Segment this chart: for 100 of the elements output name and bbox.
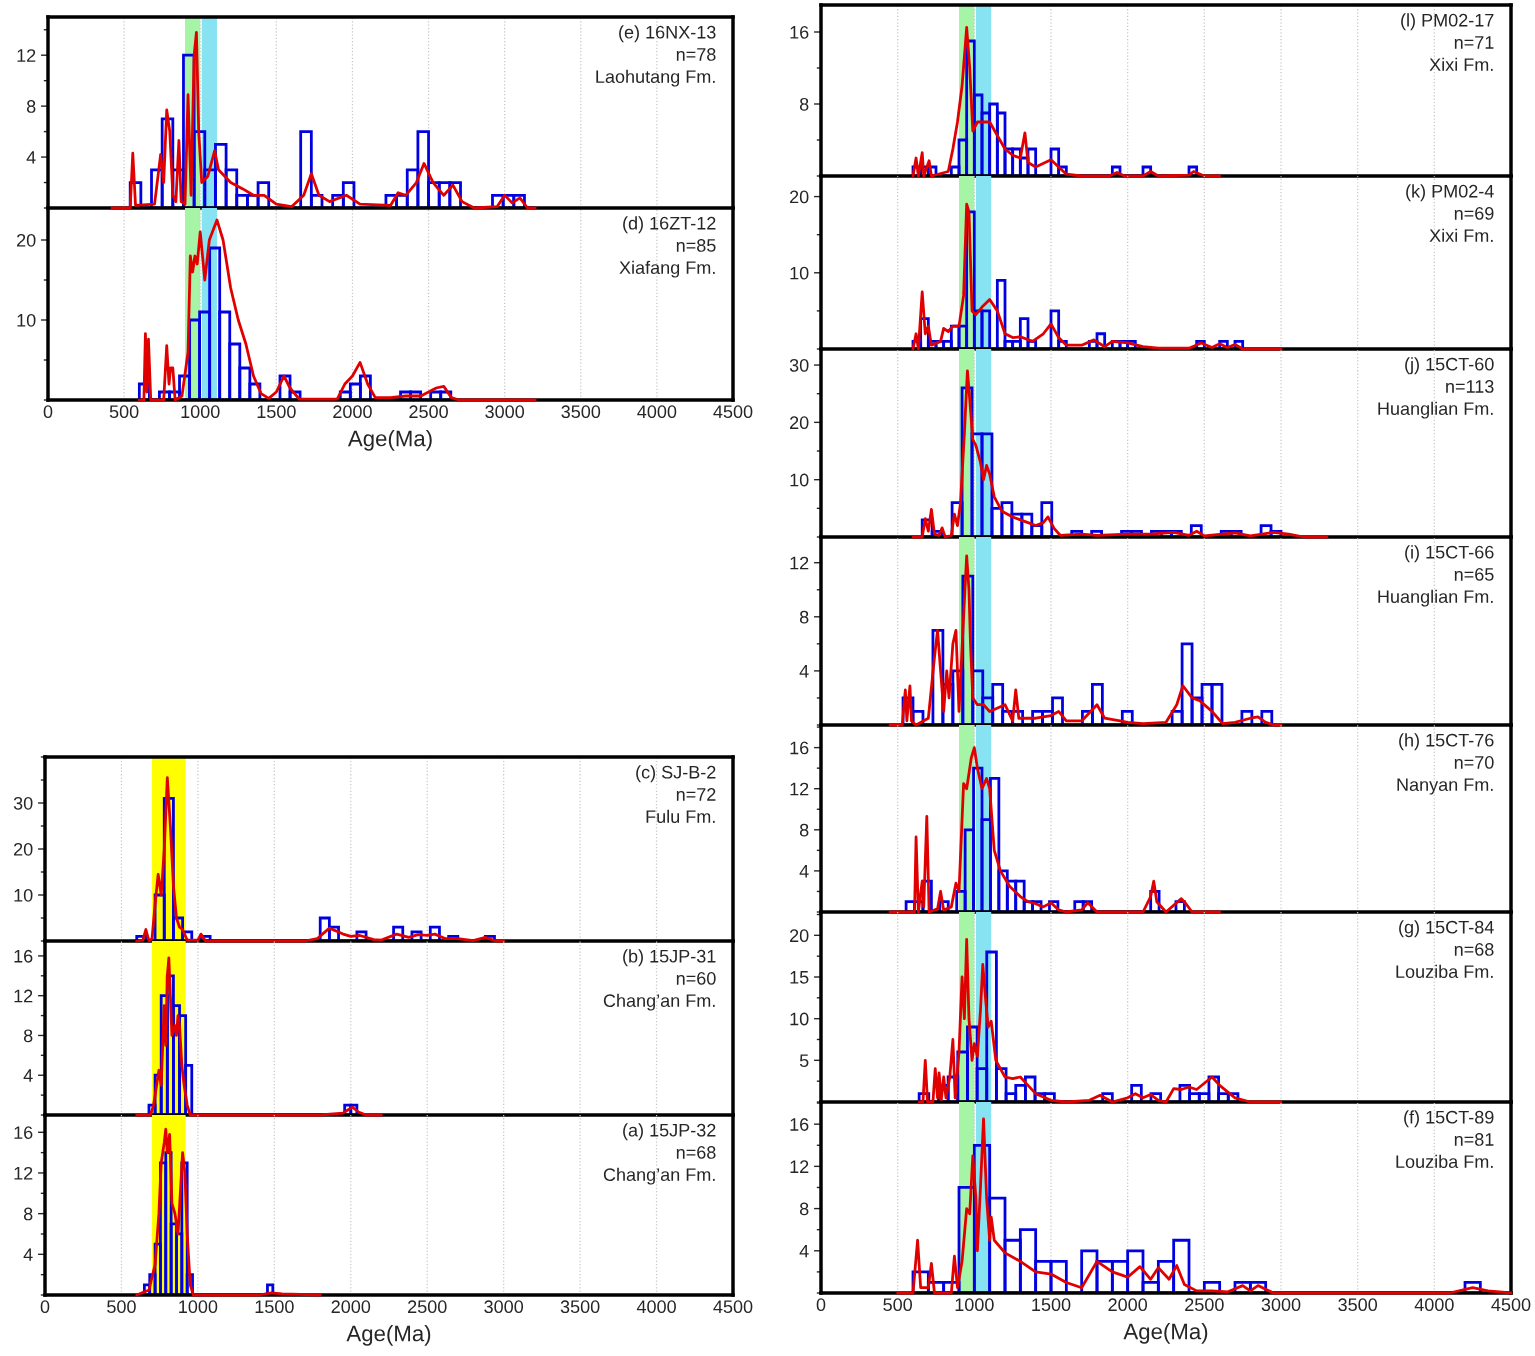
y-tick-label: 8 xyxy=(26,100,36,113)
y-tick-label: 10 xyxy=(790,1012,809,1026)
y-tick-label: 4 xyxy=(23,1069,33,1082)
y-tick-label: 8 xyxy=(799,610,809,624)
y-tick-label: 8 xyxy=(799,823,809,837)
y-tick-label: 20 xyxy=(17,233,36,247)
chart-title: (g) 15CT-84 xyxy=(1399,920,1494,938)
y-tick-label: 4 xyxy=(26,151,36,164)
y-tick-label: 10 xyxy=(14,888,33,902)
x-axis-title: Age(Ma) xyxy=(346,1325,431,1346)
x-tick-label: 4000 xyxy=(636,1300,676,1314)
y-tick-label: 16 xyxy=(790,25,809,39)
y-tick-label: 30 xyxy=(13,796,33,810)
x-tick-label: 1000 xyxy=(179,1300,218,1314)
y-tick-label: 30 xyxy=(789,358,809,372)
x-tick-label: 2500 xyxy=(408,1300,447,1314)
annotation: n=60 xyxy=(676,972,716,985)
x-tick-label: 2500 xyxy=(1185,1298,1224,1312)
x-tick-label: 1500 xyxy=(255,1300,294,1314)
chart-title: (k) PM02-4 xyxy=(1406,184,1494,202)
chart-title: (b) 15JP-31 xyxy=(623,949,716,967)
y-tick-label: 12 xyxy=(790,782,809,796)
annotation: Louziba Fm. xyxy=(1396,1154,1493,1169)
annotation: Huanglian Fm. xyxy=(1378,589,1493,607)
annotation: Laohutang Fm. xyxy=(596,69,715,87)
y-tick-label: 12 xyxy=(14,1166,33,1180)
y-tick-label: 12 xyxy=(790,556,809,570)
annotation: n=65 xyxy=(1454,568,1494,581)
x-tick-label: 3500 xyxy=(561,405,601,419)
y-tick-label: 16 xyxy=(790,741,809,755)
y-tick-label: 4 xyxy=(799,1244,809,1258)
chart-title: (e) 16NX-13 xyxy=(619,25,716,43)
annotation: n=69 xyxy=(1454,207,1494,220)
annotation: Louziba Fm. xyxy=(1396,964,1493,979)
x-tick-label: 4500 xyxy=(713,405,753,419)
y-tick-label: 16 xyxy=(14,1126,33,1140)
annotation: Chang’an Fm. xyxy=(603,1167,715,1185)
annotation: Xixi Fm. xyxy=(1429,57,1493,71)
y-tick-label: 20 xyxy=(790,190,809,204)
annotation: n=70 xyxy=(1454,756,1494,769)
y-tick-label: 8 xyxy=(23,1029,33,1043)
annotation: n=68 xyxy=(676,1146,716,1159)
x-tick-label: 0 xyxy=(816,1298,826,1312)
x-tick-label: 4500 xyxy=(1491,1298,1531,1312)
x-tick-label: 3000 xyxy=(485,405,525,419)
annotation: Chang’an Fm. xyxy=(603,993,715,1011)
chart-title: (f) 15CT-89 xyxy=(1404,1110,1494,1128)
y-tick-label: 8 xyxy=(799,97,809,111)
x-tick-label: 3000 xyxy=(484,1300,524,1314)
y-tick-label: 10 xyxy=(790,266,809,280)
y-tick-label: 20 xyxy=(790,416,809,430)
x-tick-label: 3500 xyxy=(1338,1298,1378,1312)
y-tick-label: 8 xyxy=(799,1202,809,1216)
annotation: Fulu Fm. xyxy=(646,809,715,824)
x-tick-label: 2500 xyxy=(409,405,448,419)
annotation: Huanglian Fm. xyxy=(1378,401,1493,419)
annotation: Xixi Fm. xyxy=(1429,228,1493,242)
chart-title: (c) SJ-B-2 xyxy=(636,765,716,783)
x-axis-title: Age(Ma) xyxy=(347,430,432,451)
x-tick-label: 4000 xyxy=(637,405,677,419)
y-tick-label: 12 xyxy=(17,49,36,62)
annotation: n=81 xyxy=(1454,1133,1494,1146)
annotation: n=68 xyxy=(1454,943,1494,956)
y-tick-label: 10 xyxy=(17,313,36,327)
x-tick-label: 4000 xyxy=(1414,1298,1454,1312)
y-tick-label: 5 xyxy=(799,1054,809,1068)
y-tick-label: 16 xyxy=(790,1118,809,1131)
annotation: n=113 xyxy=(1446,380,1494,393)
annotation: n=72 xyxy=(676,788,716,801)
x-tick-label: 4500 xyxy=(713,1300,753,1314)
y-tick-label: 12 xyxy=(14,989,33,1003)
chart-title: (a) 15JP-32 xyxy=(623,1123,716,1141)
x-tick-label: 500 xyxy=(883,1298,913,1312)
y-tick-label: 20 xyxy=(14,842,33,856)
x-tick-label: 1500 xyxy=(257,405,296,419)
y-tick-label: 12 xyxy=(790,1160,809,1173)
annotation: n=78 xyxy=(676,48,716,61)
annotation: n=71 xyxy=(1454,36,1494,49)
y-tick-label: 4 xyxy=(23,1248,33,1261)
x-tick-label: 2000 xyxy=(333,405,372,419)
y-tick-label: 10 xyxy=(790,473,809,487)
x-tick-label: 1500 xyxy=(1032,1298,1071,1312)
x-tick-label: 2000 xyxy=(331,1300,371,1314)
x-tick-label: 1000 xyxy=(955,1298,994,1312)
annotation: Xiafang Fm. xyxy=(619,260,715,278)
x-tick-label: 500 xyxy=(107,1300,136,1314)
x-tick-label: 0 xyxy=(43,405,53,419)
y-tick-label: 4 xyxy=(799,665,809,678)
y-tick-label: 16 xyxy=(14,949,33,963)
x-tick-label: 3500 xyxy=(560,1300,600,1314)
chart-title: (i) 15CT-66 xyxy=(1405,545,1494,563)
annotation: Nanyan Fm. xyxy=(1397,778,1493,795)
y-tick-label: 20 xyxy=(790,929,809,943)
x-tick-label: 500 xyxy=(109,405,139,419)
y-tick-label: 8 xyxy=(23,1207,33,1221)
chart-title: (j) 15CT-60 xyxy=(1405,357,1494,375)
y-tick-label: 4 xyxy=(799,865,809,878)
annotation: n=85 xyxy=(676,239,716,252)
x-tick-label: 2000 xyxy=(1108,1298,1148,1312)
x-axis-title: Age(Ma) xyxy=(1123,1323,1208,1344)
